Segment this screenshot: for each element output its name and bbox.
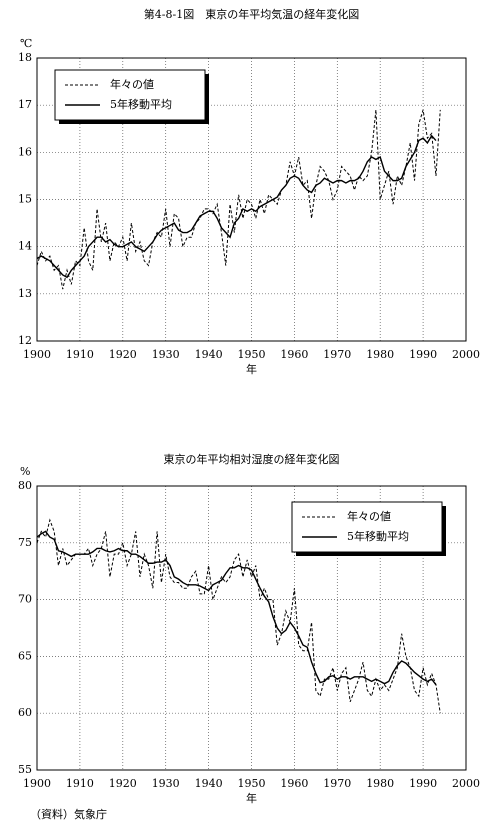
- y-tick-label: 80: [18, 479, 32, 492]
- y-tick-label: 70: [18, 593, 32, 606]
- x-tick-label: 1910: [66, 777, 94, 790]
- y-tick-label: 55: [18, 763, 32, 776]
- x-tick-label: 1990: [409, 777, 437, 790]
- y-tick-label: 16: [18, 145, 32, 158]
- legend: [54, 69, 206, 121]
- y-tick-label: 75: [18, 536, 32, 549]
- x-tick-label: 1960: [280, 348, 308, 361]
- x-tick-label: 1950: [238, 777, 266, 790]
- legend: [291, 501, 443, 553]
- data-line: [36, 530, 437, 686]
- footnote: （資料）気象庁: [30, 807, 107, 821]
- x-tick-label: 1990: [409, 348, 437, 361]
- y-tick-label: 14: [18, 240, 32, 253]
- y-tick-label: 65: [18, 649, 32, 662]
- chart-title: 東京の年平均相対湿度の経年変化図: [164, 452, 340, 466]
- y-tick-label: 13: [18, 287, 32, 300]
- legend-label: 5年移動平均: [110, 97, 172, 111]
- legend-label: 年々の値: [347, 509, 391, 523]
- chart-title: 第4-8-1図 東京の年平均気温の経年変化図: [144, 7, 359, 21]
- plot-frame: [36, 485, 467, 771]
- x-axis-label: 年: [246, 362, 257, 376]
- x-tick-label: 1930: [152, 348, 180, 361]
- data-line: [36, 518, 441, 714]
- x-tick-label: 1910: [66, 348, 94, 361]
- x-tick-label: 1950: [238, 348, 266, 361]
- plot-frame: [36, 57, 467, 342]
- x-tick-label: 1920: [109, 348, 137, 361]
- y-tick-label: 12: [18, 334, 32, 347]
- legend-label: 5年移動平均: [347, 529, 409, 543]
- x-tick-label: 2000: [452, 348, 480, 361]
- y-tick-label: 60: [18, 706, 32, 719]
- y-tick-label: 18: [18, 51, 32, 64]
- x-axis-label: 年: [246, 791, 257, 805]
- x-tick-label: 1980: [366, 348, 394, 361]
- data-line: [36, 109, 441, 290]
- y-unit: %: [20, 465, 30, 478]
- x-tick-label: 1970: [323, 777, 351, 790]
- x-tick-label: 1960: [280, 777, 308, 790]
- y-tick-label: 15: [18, 193, 32, 206]
- x-tick-label: 1970: [323, 348, 351, 361]
- x-tick-label: 1980: [366, 777, 394, 790]
- y-tick-label: 17: [18, 98, 32, 111]
- y-unit: ℃: [20, 37, 32, 50]
- x-tick-label: 1900: [23, 777, 51, 790]
- x-tick-label: 1900: [23, 348, 51, 361]
- x-tick-label: 2000: [452, 777, 480, 790]
- data-line: [36, 134, 437, 279]
- x-tick-label: 1930: [152, 777, 180, 790]
- legend-label: 年々の値: [110, 77, 154, 91]
- x-tick-label: 1940: [195, 777, 223, 790]
- x-tick-label: 1940: [195, 348, 223, 361]
- x-tick-label: 1920: [109, 777, 137, 790]
